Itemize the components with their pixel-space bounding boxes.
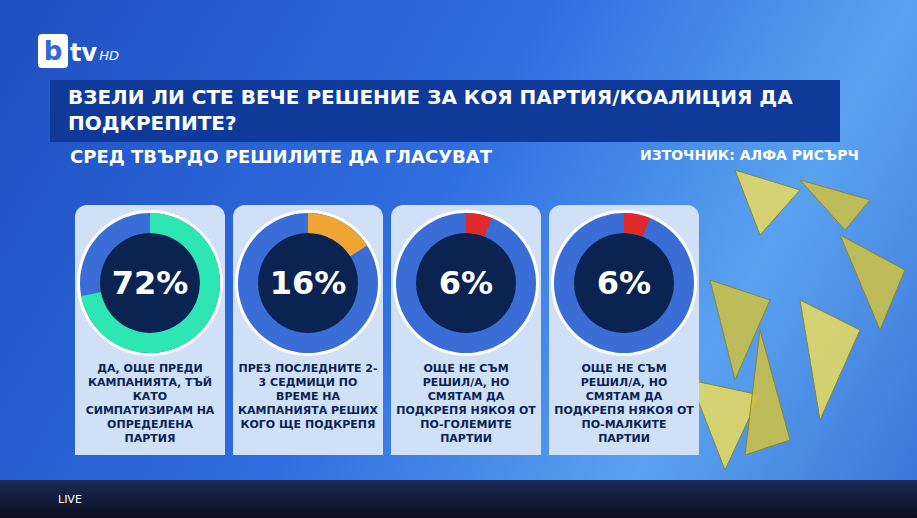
svg-text:16%: 16%: [270, 264, 347, 302]
html-text:LIVE: LIVE: [58, 493, 82, 506]
html-text:СРЕД ТВЪРДО РЕШИЛИТЕ ДА ГЛАСУВ: СРЕД ТВЪРДО РЕШИЛИТЕ ДА ГЛАСУВАТ: [70, 146, 492, 167]
html-text:ОЩЕ НЕ СЪМ РЕШИЛ/А, НО СМЯТАМ: ОЩЕ НЕ СЪМ РЕШИЛ/А, НО СМЯТАМ ДА ПОДКРЕП…: [396, 362, 536, 445]
svg-text:6%: 6%: [597, 264, 651, 302]
html-text:ДА, ОЩЕ ПРЕДИ КАМПАНИЯТА, ТЪЙ: ДА, ОЩЕ ПРЕДИ КАМПАНИЯТА, ТЪЙ КАТО СИМПА…: [85, 362, 215, 445]
html-text:b tvHD: b tvHD: [43, 36, 119, 67]
svg-text:6%: 6%: [439, 264, 493, 302]
html-text:ВЗЕЛИ ЛИ СТЕ ВЕЧЕ РЕШЕНИЕ ЗА К: ВЗЕЛИ ЛИ СТЕ ВЕЧЕ РЕШЕНИЕ ЗА КОЯ ПАРТИЯ/…: [68, 85, 793, 135]
html-text:ОЩЕ НЕ СЪМ РЕШИЛ/А, НО СМЯТАМ: ОЩЕ НЕ СЪМ РЕШИЛ/А, НО СМЯТАМ ДА ПОДКРЕП…: [554, 362, 694, 445]
html-text:ПРЕЗ ПОСЛЕДНИТЕ 2-3 СЕДМИЦИ ПО: ПРЕЗ ПОСЛЕДНИТЕ 2-3 СЕДМИЦИ ПО ВРЕМЕ НА …: [238, 362, 378, 431]
html-text:ИЗТОЧНИК: АЛФА РИСЪРЧ: ИЗТОЧНИК: АЛФА РИСЪРЧ: [640, 147, 859, 163]
svg-text:72%: 72%: [112, 264, 189, 302]
